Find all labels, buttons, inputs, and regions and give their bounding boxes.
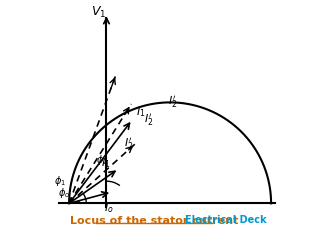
Text: $I_1$: $I_1$ <box>136 105 146 119</box>
Text: $I_2'$: $I_2'$ <box>168 94 178 110</box>
Text: $I_o$: $I_o$ <box>104 202 113 215</box>
Text: Electrical Deck: Electrical Deck <box>185 215 267 225</box>
Text: $\phi_o$: $\phi_o$ <box>58 186 70 200</box>
Text: $\phi_2$: $\phi_2$ <box>96 153 108 167</box>
Text: $I_2'$: $I_2'$ <box>124 136 133 152</box>
Text: Locus of the stator current: Locus of the stator current <box>70 215 238 226</box>
Text: $I_1$: $I_1$ <box>100 157 110 170</box>
Text: $I_2'$: $I_2'$ <box>144 112 153 128</box>
Text: $\phi_1$: $\phi_1$ <box>54 174 66 188</box>
Text: $V_1$: $V_1$ <box>91 5 106 20</box>
